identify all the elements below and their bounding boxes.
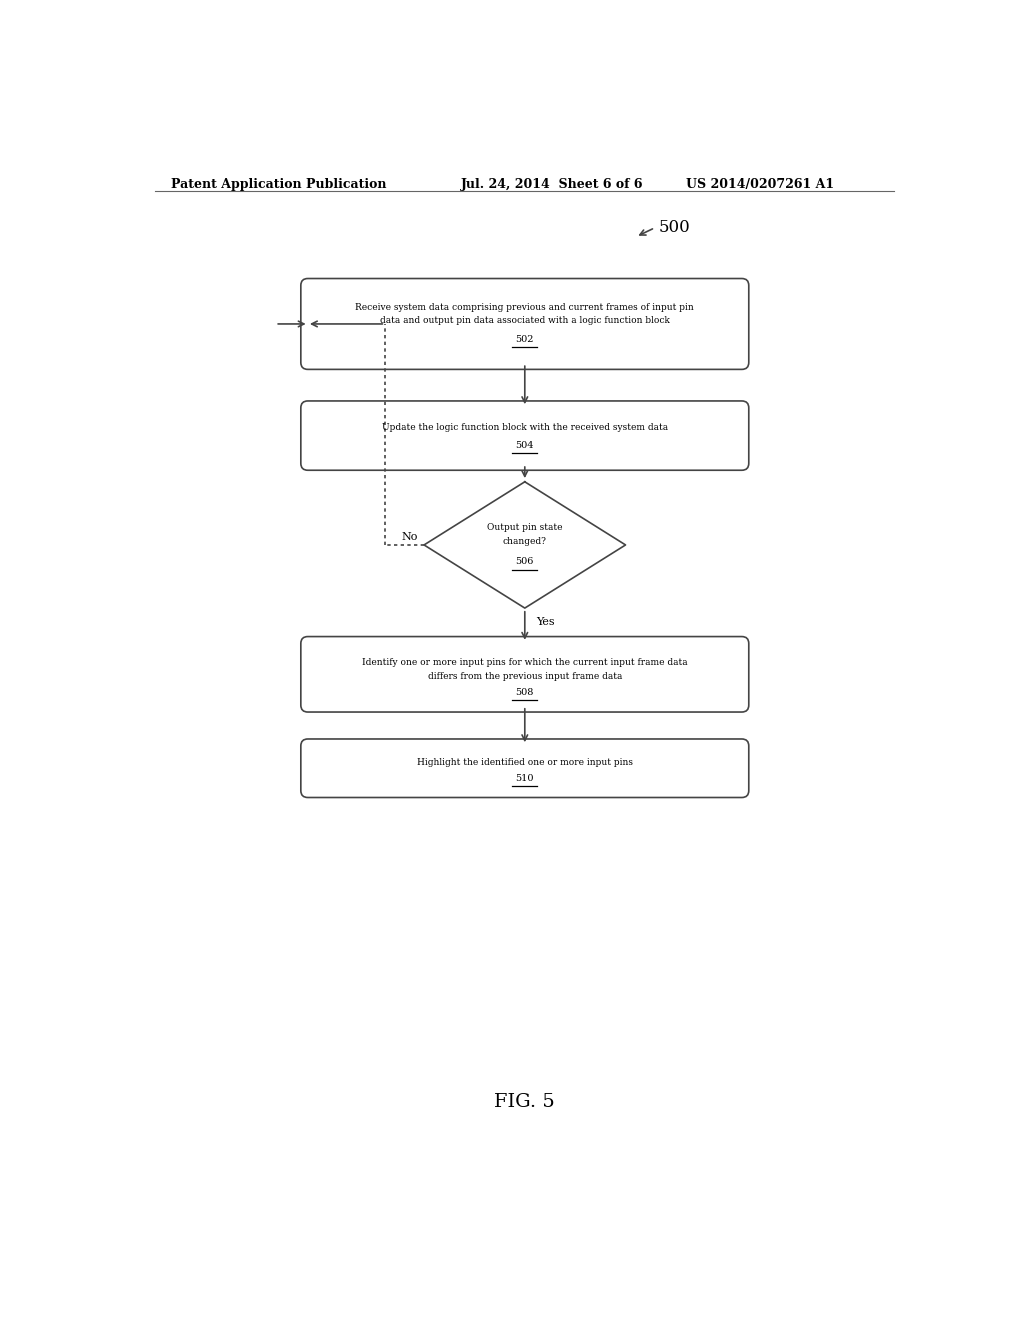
Text: 504: 504 xyxy=(515,441,535,450)
Text: No: No xyxy=(401,532,418,543)
FancyBboxPatch shape xyxy=(301,279,749,370)
Text: 500: 500 xyxy=(658,219,690,236)
Text: 502: 502 xyxy=(515,335,535,343)
Text: Identify one or more input pins for which the current input frame data: Identify one or more input pins for whic… xyxy=(362,659,687,667)
Text: Receive system data comprising previous and current frames of input pin: Receive system data comprising previous … xyxy=(355,302,694,312)
FancyBboxPatch shape xyxy=(301,401,749,470)
Text: 508: 508 xyxy=(516,688,534,697)
Text: 510: 510 xyxy=(515,774,535,783)
Text: data and output pin data associated with a logic function block: data and output pin data associated with… xyxy=(380,317,670,325)
Text: US 2014/0207261 A1: US 2014/0207261 A1 xyxy=(686,178,835,190)
Polygon shape xyxy=(424,482,626,609)
Text: changed?: changed? xyxy=(503,537,547,546)
FancyBboxPatch shape xyxy=(301,739,749,797)
Text: Highlight the identified one or more input pins: Highlight the identified one or more inp… xyxy=(417,759,633,767)
Text: Jul. 24, 2014  Sheet 6 of 6: Jul. 24, 2014 Sheet 6 of 6 xyxy=(461,178,644,190)
Text: Yes: Yes xyxy=(537,618,555,627)
Text: FIG. 5: FIG. 5 xyxy=(495,1093,555,1110)
FancyBboxPatch shape xyxy=(301,636,749,711)
Text: 506: 506 xyxy=(516,557,534,566)
Text: Patent Application Publication: Patent Application Publication xyxy=(171,178,386,190)
Text: Output pin state: Output pin state xyxy=(487,524,562,532)
Text: Update the logic function block with the received system data: Update the logic function block with the… xyxy=(382,424,668,433)
Text: differs from the previous input frame data: differs from the previous input frame da… xyxy=(428,672,622,681)
